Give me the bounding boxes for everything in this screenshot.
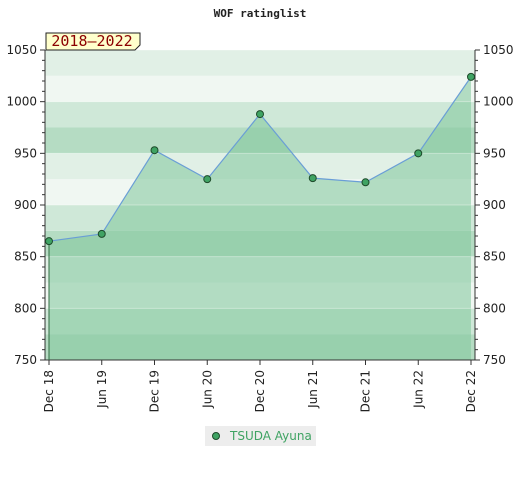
x-tick-label: Dec 22 — [464, 370, 478, 412]
series-area-fill — [49, 76, 471, 360]
y-tick-label-left: 950 — [14, 146, 37, 160]
y-tick-label-right: 900 — [483, 198, 506, 212]
y-tick-label-right: 800 — [483, 301, 506, 315]
legend-marker — [212, 432, 220, 440]
y-tick-label-right: 1000 — [483, 95, 514, 109]
legend-box — [205, 426, 316, 446]
y-tick-label-left: 800 — [14, 301, 37, 315]
legend: TSUDA Ayuna — [205, 426, 316, 446]
data-point — [97, 229, 106, 238]
x-tick-label: Dec 20 — [253, 370, 267, 412]
data-point — [203, 175, 212, 184]
data-point — [256, 110, 264, 119]
axes-layer — [40, 49, 480, 365]
y-tick-label-left: 1050 — [6, 43, 37, 57]
y-tick-label-left: 750 — [14, 353, 37, 367]
x-tick-label: Dec 21 — [359, 370, 373, 412]
period-badge: 2018–2022 — [45, 32, 141, 51]
data-point — [467, 72, 475, 81]
markers-layer — [45, 72, 475, 246]
data-point — [45, 237, 53, 246]
y-tick-label-right: 1050 — [483, 43, 514, 57]
y-tick-label-right: 950 — [483, 146, 506, 160]
period-badge-text: 2018–2022 — [51, 32, 132, 50]
period-badge-box — [45, 32, 141, 51]
x-tick-label: Jun 21 — [306, 370, 320, 409]
y-tick-labels-left: 750 800 850 900 950 1000 1050 — [6, 43, 37, 367]
x-tick-label: Jun 22 — [411, 370, 425, 409]
y-tick-label-left: 900 — [14, 198, 37, 212]
data-point — [361, 178, 370, 187]
area-layer — [49, 76, 471, 360]
x-tick-label: Dec 19 — [148, 370, 162, 412]
y-tick-label-right: 750 — [483, 353, 506, 367]
y-tick-labels-right: 750 800 850 900 950 1000 1050 — [483, 43, 514, 367]
x-tick-labels: Dec 18 Jun 19 Dec 19 Jun 20 Dec 20 Jun 21 Dec … — [42, 370, 478, 412]
background-band — [45, 50, 475, 76]
x-tick-label: Jun 20 — [200, 370, 214, 409]
data-point — [414, 149, 423, 158]
data-point — [308, 174, 317, 183]
x-tick-label: Jun 19 — [95, 370, 109, 409]
y-tick-label-left: 1000 — [6, 95, 37, 109]
legend-label: TSUDA Ayuna — [229, 429, 312, 443]
background-band — [45, 75, 475, 102]
chart-title: WOF ratinglist — [214, 7, 307, 20]
y-tick-label-left: 850 — [14, 250, 37, 264]
y-tick-label-right: 850 — [483, 250, 506, 264]
data-point — [150, 146, 159, 155]
x-tick-label: Dec 18 — [42, 370, 56, 412]
